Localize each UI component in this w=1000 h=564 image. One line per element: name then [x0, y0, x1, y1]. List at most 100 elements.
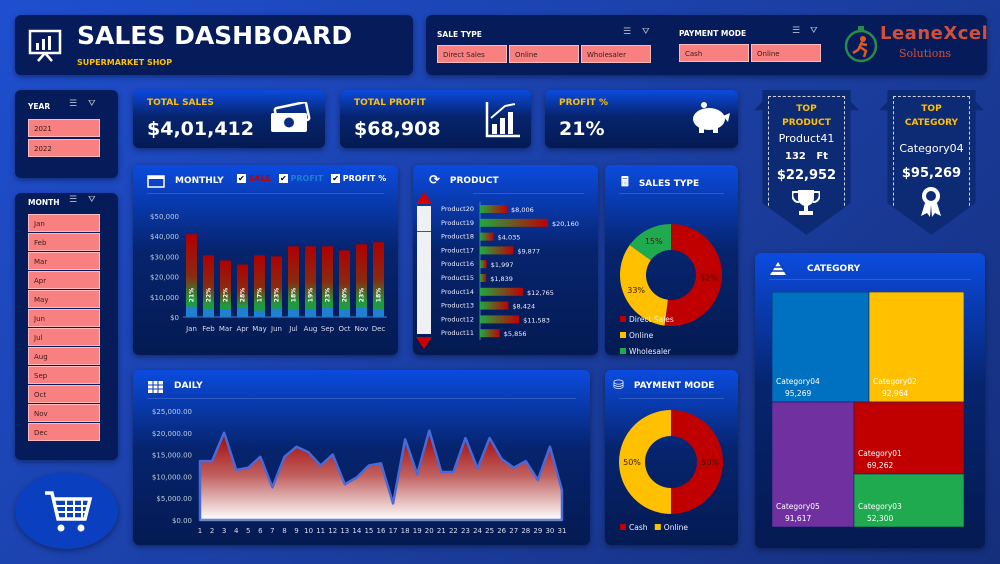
category-label: Product12	[441, 315, 474, 323]
slicer-item-dec[interactable]: Dec	[28, 423, 100, 441]
scroll-up-arrow-icon[interactable]	[415, 191, 433, 205]
slicer-item-online[interactable]: Online	[509, 45, 579, 63]
sale-bar	[305, 246, 316, 317]
clear-filter-icon[interactable]: ⛛	[810, 26, 818, 36]
x-tick-label: May	[252, 325, 266, 333]
sales-type-donut: 52% 33% 15% Direct Sales Online Wholesaler	[620, 224, 722, 355]
slicer-item-online-payment[interactable]: Online	[751, 44, 821, 62]
slicer-item-aug[interactable]: Aug	[28, 347, 100, 365]
kpi-total-profit: TOTAL PROFIT $68,908	[340, 90, 531, 148]
product-bar	[480, 260, 487, 269]
x-tick-label: 14	[352, 527, 361, 535]
kpi-label: TOTAL PROFIT	[354, 98, 426, 108]
kpi-value: $68,908	[354, 118, 441, 140]
sale-bar	[220, 260, 231, 317]
category-label: Product19	[441, 219, 474, 227]
legend-profit[interactable]: ✔ PROFIT	[279, 174, 324, 183]
slicer-item-2021[interactable]: 2021	[28, 119, 100, 137]
multi-select-icon[interactable]: ☰	[69, 99, 78, 109]
slicer-item-feb[interactable]: Feb	[28, 233, 100, 251]
y-tick-label: $20,000	[150, 274, 179, 282]
slicer-item-direct-sales[interactable]: Direct Sales	[437, 45, 507, 63]
sale-bar	[271, 256, 282, 317]
profit-pct-label: 23%	[325, 288, 332, 302]
clear-filter-icon[interactable]: ⛛	[88, 99, 96, 109]
slicer-item-may[interactable]: May	[28, 290, 100, 308]
product-bar	[480, 329, 500, 338]
slicer-item-cash[interactable]: Cash	[679, 44, 749, 62]
legend-swatch	[620, 348, 626, 354]
multi-select-icon[interactable]: ☰	[623, 27, 632, 37]
sales-type-panel: 🖩 SALES TYPE 52% 33% 15% Direct Sales Online W…	[605, 165, 738, 355]
y-tick-label: $40,000	[150, 233, 179, 241]
slicer-item-jan[interactable]: Jan	[28, 214, 100, 232]
category-label: Product20	[441, 205, 474, 213]
slicer-item-oct[interactable]: Oct	[28, 385, 100, 403]
monthly-chart: $0 $10,000 $20,000 $30,000 $40,000 $50,000 21%…	[150, 213, 387, 333]
logo: LeaneXcel Solutions	[844, 23, 988, 67]
top-category-name: Category04	[899, 142, 964, 155]
x-tick-label: 2	[210, 527, 214, 535]
profit-bar	[220, 309, 231, 317]
clear-filter-icon[interactable]: ⛛	[642, 27, 650, 37]
slicer-item-2022[interactable]: 2022	[28, 139, 100, 157]
kpi-profit-pct: PROFIT % 21%	[545, 90, 738, 148]
profit-bar	[203, 308, 214, 317]
slice-wholesaler	[629, 224, 671, 261]
sales-type-title: SALES TYPE	[638, 179, 700, 189]
category-label: Category04	[776, 377, 820, 386]
x-tick-label: 26	[497, 527, 506, 535]
profit-pct-label: 18%	[291, 288, 298, 302]
scrollbar[interactable]	[417, 206, 431, 334]
y-tick-label: $20,000.00	[152, 430, 192, 438]
year-slicer: YEAR ☰ ⛛ 2021 2022	[15, 90, 118, 178]
daily-chart: $0.00 $5,000.00 $10,000.00 $15,000.00 $20,00…	[152, 408, 567, 535]
profit-pct-label: 23%	[359, 288, 366, 302]
x-tick-label: 12	[328, 527, 337, 535]
award-ribbon-icon	[921, 187, 941, 217]
calendar-grid-icon	[148, 381, 163, 393]
category-value: 92,964	[882, 389, 908, 398]
x-tick-label: 20	[425, 527, 434, 535]
x-tick-label: Jun	[270, 325, 282, 333]
slicer-item-jul[interactable]: Jul	[28, 328, 100, 346]
slicer-item-mar[interactable]: Mar	[28, 252, 100, 270]
x-tick-label: Sep	[321, 325, 335, 333]
pyramid-icon	[770, 262, 786, 275]
x-tick-label: Apr	[236, 325, 248, 333]
scroll-down-arrow-icon[interactable]	[415, 336, 433, 350]
slicer-item-wholesaler[interactable]: Wholesaler	[581, 45, 651, 63]
profit-pct-label: 19%	[308, 288, 315, 302]
shopping-cart-icon	[45, 491, 93, 532]
multi-select-icon[interactable]: ☰	[792, 26, 801, 36]
profit-pct-label: 21%	[189, 288, 196, 302]
legend-sale[interactable]: ✔ SALE	[237, 174, 272, 183]
profit-pct-label: 22%	[206, 288, 213, 302]
x-tick-label: 31	[558, 527, 567, 535]
cart-button[interactable]	[15, 473, 118, 549]
category-label: Product13	[441, 302, 474, 310]
top-product-title: TOP	[796, 104, 817, 114]
profit-bar	[254, 310, 265, 317]
slicer-item-sep[interactable]: Sep	[28, 366, 100, 384]
presentation-chart-icon	[28, 29, 62, 62]
kpi-total-sales: TOTAL SALES $4,01,412	[133, 90, 325, 148]
month-slicer-label: MONTH	[28, 198, 60, 207]
x-tick-label: 10	[304, 527, 313, 535]
clear-filter-icon[interactable]: ⛛	[88, 195, 96, 205]
legend-profit-pct[interactable]: ✔ PROFIT %	[331, 174, 387, 183]
treemap-cell-category02	[868, 292, 964, 403]
logo-subtext: Solutions	[899, 47, 952, 60]
slicer-item-apr[interactable]: Apr	[28, 271, 100, 289]
product-bar	[480, 315, 520, 324]
category-value: 52,300	[867, 514, 893, 523]
slicer-item-nov[interactable]: Nov	[28, 404, 100, 422]
multi-select-icon[interactable]: ☰	[69, 195, 78, 205]
slicer-item-jun[interactable]: Jun	[28, 309, 100, 327]
category-label: Product15	[441, 274, 474, 282]
x-tick-label: 5	[246, 527, 250, 535]
product-bar	[480, 232, 494, 241]
legend-swatch	[620, 524, 626, 530]
x-tick-label: Jan	[185, 325, 197, 333]
top-product-name: Product41	[778, 132, 835, 145]
